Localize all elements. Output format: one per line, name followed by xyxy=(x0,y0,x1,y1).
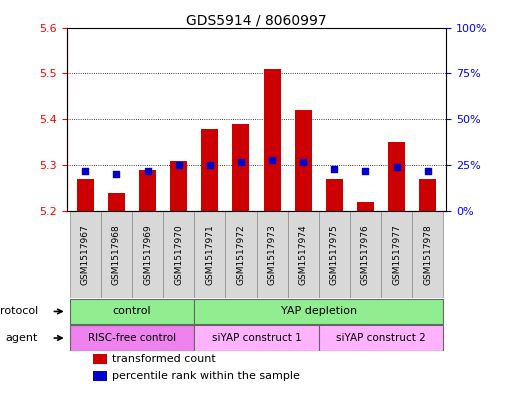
Point xyxy=(144,167,152,174)
Bar xyxy=(194,325,319,351)
Bar xyxy=(70,325,194,351)
Bar xyxy=(419,179,436,211)
Text: control: control xyxy=(113,307,151,316)
Bar xyxy=(70,211,101,298)
Point xyxy=(174,162,183,168)
Text: YAP depletion: YAP depletion xyxy=(281,307,357,316)
Text: GSM1517975: GSM1517975 xyxy=(330,224,339,285)
Point xyxy=(299,158,307,165)
Bar xyxy=(93,354,107,364)
Bar xyxy=(319,325,443,351)
Text: GSM1517976: GSM1517976 xyxy=(361,224,370,285)
Text: GSM1517967: GSM1517967 xyxy=(81,224,90,285)
Text: protocol: protocol xyxy=(0,307,38,316)
Text: percentile rank within the sample: percentile rank within the sample xyxy=(112,371,300,381)
Bar xyxy=(132,211,163,298)
Point xyxy=(237,158,245,165)
Text: GSM1517974: GSM1517974 xyxy=(299,224,308,285)
Text: siYAP construct 1: siYAP construct 1 xyxy=(212,333,301,343)
Text: GSM1517969: GSM1517969 xyxy=(143,224,152,285)
Point xyxy=(206,162,214,168)
Bar xyxy=(256,211,288,298)
Text: transformed count: transformed count xyxy=(112,354,216,364)
Point xyxy=(330,166,339,172)
Text: GSM1517973: GSM1517973 xyxy=(268,224,277,285)
Text: GSM1517972: GSM1517972 xyxy=(236,224,245,285)
Point xyxy=(392,164,401,170)
Text: RISC-free control: RISC-free control xyxy=(88,333,176,343)
Bar xyxy=(108,193,125,211)
Bar xyxy=(294,110,312,211)
Bar xyxy=(70,299,194,324)
Text: GSM1517968: GSM1517968 xyxy=(112,224,121,285)
Bar xyxy=(201,129,219,211)
Bar xyxy=(350,211,381,298)
Point xyxy=(112,171,121,178)
Bar xyxy=(319,211,350,298)
Text: agent: agent xyxy=(6,333,38,343)
Bar xyxy=(194,211,225,298)
Text: GSM1517978: GSM1517978 xyxy=(423,224,432,285)
Bar xyxy=(139,170,156,211)
Bar xyxy=(264,69,281,211)
Bar xyxy=(288,211,319,298)
Bar xyxy=(232,124,249,211)
Bar xyxy=(412,211,443,298)
Bar xyxy=(225,211,256,298)
Point xyxy=(424,167,432,174)
Text: GSM1517977: GSM1517977 xyxy=(392,224,401,285)
Bar xyxy=(194,299,443,324)
Text: GSM1517971: GSM1517971 xyxy=(205,224,214,285)
Bar xyxy=(357,202,374,211)
Point xyxy=(268,156,276,163)
Text: siYAP construct 2: siYAP construct 2 xyxy=(336,333,426,343)
Bar xyxy=(101,211,132,298)
Text: GSM1517970: GSM1517970 xyxy=(174,224,183,285)
Bar xyxy=(326,179,343,211)
Point xyxy=(81,167,89,174)
Text: GDS5914 / 8060997: GDS5914 / 8060997 xyxy=(186,14,327,28)
Point xyxy=(361,167,369,174)
Bar xyxy=(381,211,412,298)
Bar xyxy=(388,142,405,211)
Bar xyxy=(93,371,107,382)
Bar xyxy=(163,211,194,298)
Bar xyxy=(170,161,187,211)
Bar xyxy=(77,179,94,211)
